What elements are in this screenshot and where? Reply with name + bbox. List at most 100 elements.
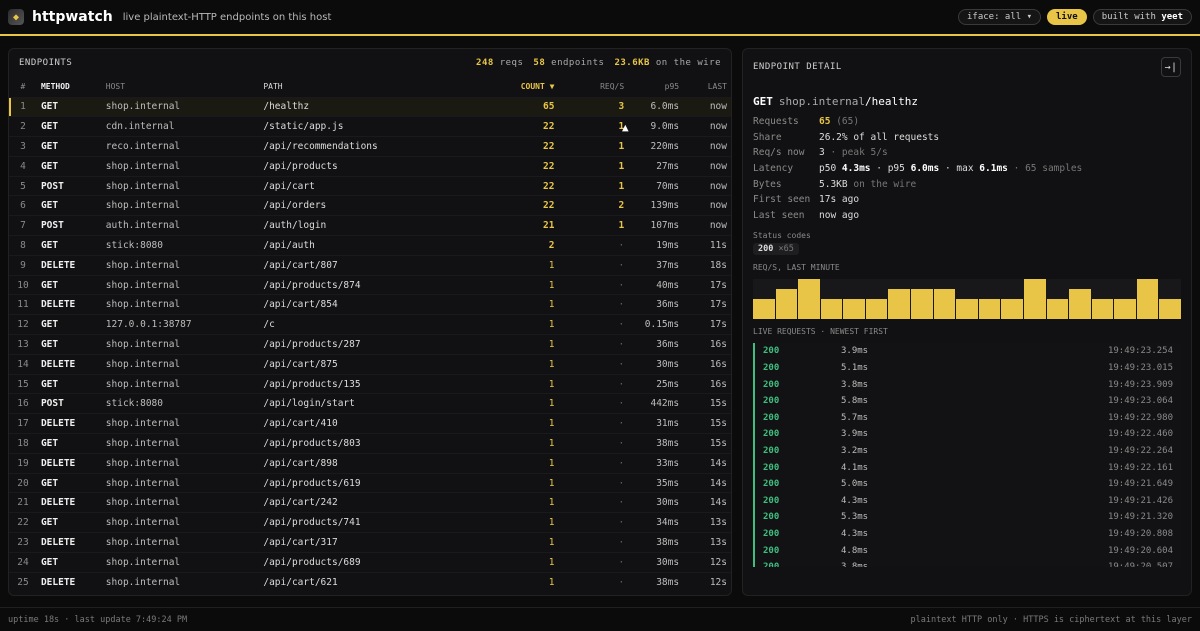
row-path: /api/products/619 [259,472,459,493]
table-row[interactable]: 16 POST stick:8080/api/login/start 1 · 442ms 1… [9,393,731,414]
row-last: 15s [683,393,731,414]
row-p95: 38ms [628,433,684,454]
latency-p95-label: · p95 [876,163,905,175]
live-duration: 4.1ms [841,462,869,473]
row-host: shop.internal [101,452,260,474]
row-p95: 35ms [628,472,684,493]
table-row[interactable]: 13 GET shop.internal/api/products/287 1 · 36m… [9,334,731,355]
live-request-row[interactable]: 200 5.1ms 19:49:23.015 [755,360,1181,377]
row-index: 22 [9,512,37,533]
live-request-row[interactable]: 200 4.8ms 19:49:20.604 [755,542,1181,559]
row-last: now [683,116,731,137]
live-requests-label: LIVE REQUESTS · NEWEST FIRST [753,327,888,337]
spark-bar [1136,279,1159,320]
row-host: shop.internal [101,551,260,573]
table-row[interactable]: 19 DELETE shop.internal/api/cart/898 1 · 33ms… [9,452,731,474]
table-row[interactable]: 9 DELETE shop.internal/api/cart/807 1 · 37ms 1… [9,254,731,276]
live-request-row[interactable]: 200 4.1ms 19:49:22.161 [755,459,1181,476]
table-row[interactable]: 10 GET shop.internal/api/products/874 1 · 40m… [9,274,731,295]
table-row[interactable]: 18 GET shop.internal/api/products/803 1 · 38m… [9,433,731,454]
live-request-row[interactable]: 200 5.3ms 19:49:21.320 [755,509,1181,526]
app-subtitle: live plaintext-HTTP endpoints on this ho… [122,11,332,23]
table-row[interactable]: 11 DELETE shop.internal/api/cart/854 1 · 36ms… [9,294,731,315]
iface-select[interactable]: iface: all ▾ [957,9,1042,25]
table-row[interactable]: 1 GET shop.internal/healthz 65 3 6.0ms now [9,96,731,117]
row-rps: · [558,334,629,355]
live-duration: 5.1ms [841,363,869,374]
table-row[interactable]: 8 GET stick:8080/api/auth 2 · 19ms 11s [9,235,731,256]
row-host: shop.internal [101,532,260,553]
row-index: 16 [9,393,37,414]
col-host-header[interactable]: HOST [105,82,126,92]
table-row[interactable]: 6 GET shop.internal/api/orders 22 2 139ms now [9,195,731,216]
row-p95: 220ms [628,136,684,157]
spark-bar [933,289,956,320]
table-row[interactable]: 14 DELETE shop.internal/api/cart/875 1 · 30ms… [9,353,731,375]
row-rps: · [558,393,629,414]
live-request-row[interactable]: 200 3.9ms 19:49:23.254 [755,343,1181,360]
row-host: shop.internal [101,571,260,592]
live-request-row[interactable]: 200 5.0ms 19:49:21.649 [755,476,1181,493]
table-row[interactable]: 15 GET shop.internal/api/products/135 1 · 25m… [9,373,731,394]
table-row[interactable]: 3 GET reco.internal/api/recommendations 22 1… [9,136,731,157]
live-timestamp: 19:49:22.460 [1107,429,1173,440]
table-header-row: # METHOD HOST PATH COUNT ▼ REQ/S p95 LAS… [9,77,731,97]
col-count-header[interactable]: COUNT ▼ [520,82,555,92]
row-count: 65 [458,96,559,117]
live-request-row[interactable]: 200 4.3ms 19:49:21.426 [755,493,1181,510]
row-host: shop.internal [101,413,260,434]
live-request-row[interactable]: 200 3.8ms 19:49:23.909 [755,376,1181,393]
detail-bytes-label: Bytes [753,178,782,190]
col-index-header[interactable]: # [20,82,26,92]
row-index: 19 [9,452,37,474]
table-row[interactable]: 25 DELETE shop.internal/api/cart/621 1 · 38ms… [9,571,731,592]
row-rps: · [558,413,629,434]
spark-bar [1046,299,1069,320]
table-row[interactable]: 21 DELETE shop.internal/api/cart/242 1 · 30ms… [9,492,731,513]
row-method: DELETE [36,452,102,474]
live-request-row[interactable]: 200 5.7ms 19:49:22.980 [755,410,1181,427]
live-timestamp: 19:49:20.808 [1107,528,1173,539]
row-rps: · [558,492,629,513]
live-request-row[interactable]: 200 5.8ms 19:49:23.064 [755,393,1181,410]
bytes-label: on the wire [655,58,721,68]
table-row[interactable]: 17 DELETE shop.internal/api/cart/410 1 · 31ms… [9,413,731,434]
table-row[interactable]: 24 GET shop.internal/api/products/689 1 · 30m… [9,551,731,573]
spark-bar [956,299,978,320]
table-row[interactable]: 22 GET shop.internal/api/products/741 1 · 34m… [9,512,731,533]
row-last: 16s [683,353,731,375]
live-duration: 3.2ms [841,446,869,457]
row-path: /healthz [259,96,459,117]
live-request-row[interactable]: 200 3.2ms 19:49:22.264 [755,443,1181,460]
row-p95: 38ms [628,571,684,592]
live-requests-list[interactable]: 200 3.9ms 19:49:23.254 200 5.1ms 19:49:23.015… [753,343,1181,568]
table-row[interactable]: 5 POST shop.internal/api/cart 22 1 70ms now [9,175,731,196]
col-p95-header[interactable]: p95 [664,82,680,92]
table-row[interactable]: 12 GET 127.0.0.1:38787/c 1 · 0.15ms 17s [9,314,731,335]
row-index: 17 [9,413,37,434]
table-row[interactable]: 20 GET shop.internal/api/products/619 1 · 35m… [9,472,731,493]
col-rps-header[interactable]: REQ/S [600,82,625,92]
endpoint-detail-panel: ENDPOINT DETAIL →| GET shop.internal/heal… [742,48,1192,596]
col-method-header[interactable]: METHOD [40,82,70,92]
row-path: /api/orders [259,195,459,216]
live-timestamp: 19:49:20.604 [1107,545,1173,556]
table-row[interactable]: 7 POST auth.internal/auth/login 21 1 107ms now [9,215,731,236]
built-with-badge[interactable]: built with yeet [1092,9,1192,25]
live-request-row[interactable]: 200 3.9ms 19:49:22.460 [755,426,1181,443]
col-path-header[interactable]: PATH [263,82,283,92]
row-count: 22 [458,195,559,216]
row-method: GET [36,373,102,394]
live-badge[interactable]: live [1047,9,1087,25]
row-p95: 30ms [628,551,684,573]
collapse-panel-icon[interactable]: →| [1161,57,1181,77]
row-count: 1 [458,413,559,434]
table-row[interactable]: 23 DELETE shop.internal/api/cart/317 1 · 38ms… [9,532,731,553]
row-path: /api/cart/807 [259,254,459,276]
table-row[interactable]: 4 GET shop.internal/api/products 22 1 27ms now [9,155,731,177]
row-path: /static/app.js [259,116,459,137]
col-last-header[interactable]: LAST [707,82,727,92]
live-request-row[interactable]: 200 4.3ms 19:49:20.808 [755,526,1181,543]
table-row[interactable]: 2 GET cdn.internal/static/app.js 22 1 9.0ms no… [9,116,731,137]
